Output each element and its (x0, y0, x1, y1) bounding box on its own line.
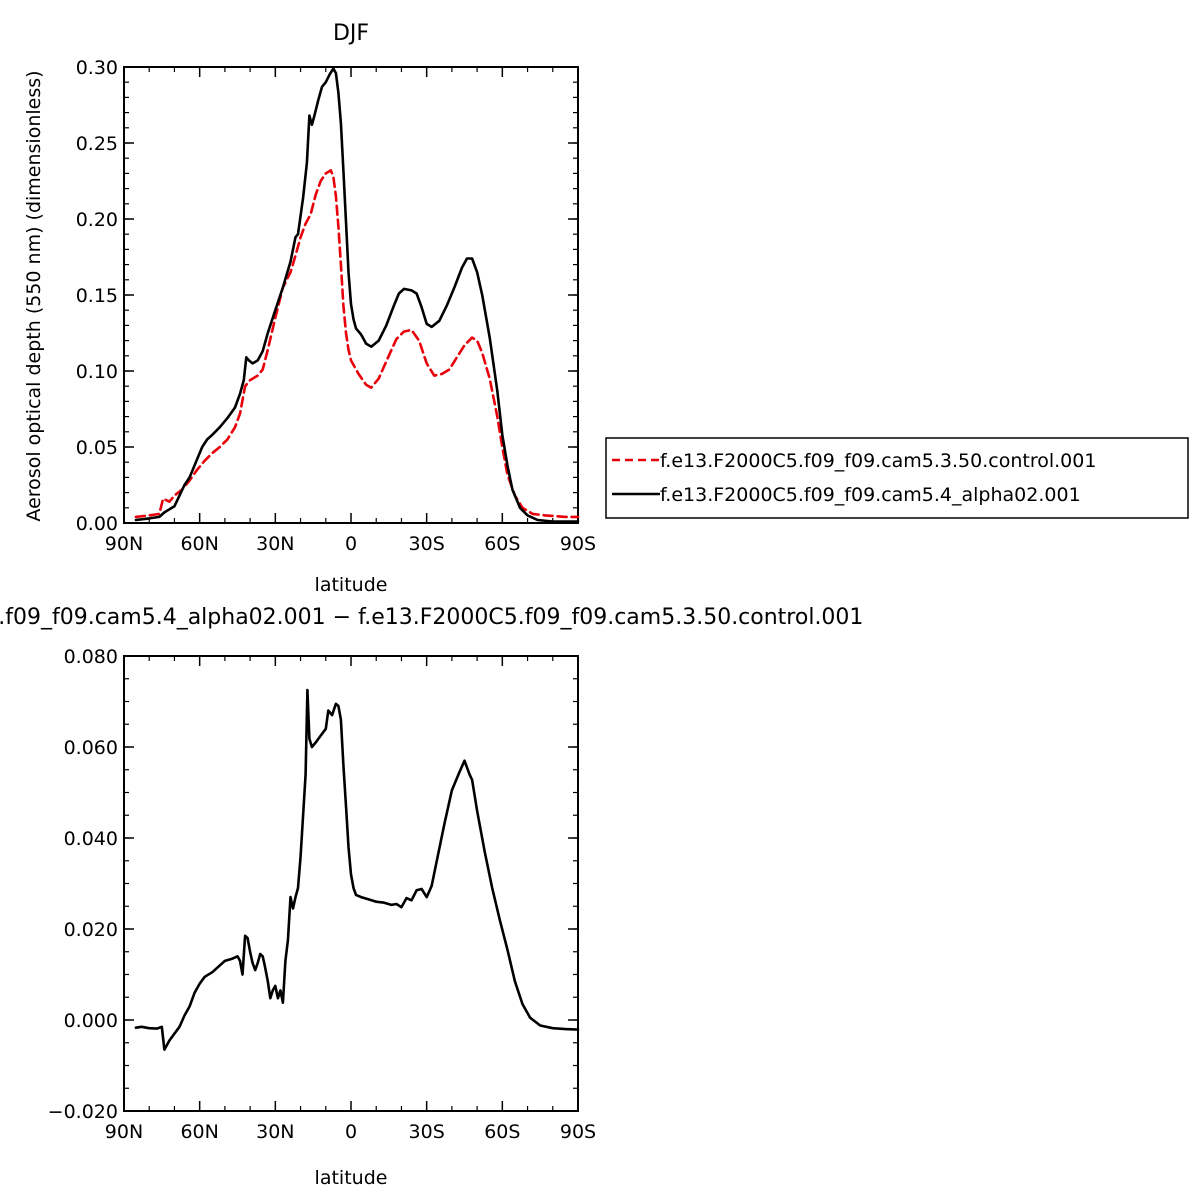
top-series-line-0 (134, 169, 580, 519)
bottom-x-tick-label: 60S (484, 1121, 520, 1143)
bottom-chart-axes: 90N 60N 30N 0 30S 60S 90S −0.020 0.000 0.020 0.040… (48, 646, 596, 1143)
bottom-x-tick-label: 90N (105, 1121, 143, 1143)
bottom-y-tick-label: 0.060 (64, 737, 118, 759)
top-x-tick-label: 60N (180, 533, 218, 555)
top-y-tick-label: 0.30 (76, 57, 118, 79)
top-series-line-1 (134, 67, 580, 523)
bottom-x-tick-label: 60N (180, 1121, 218, 1143)
bottom-y-tick-label: 0.020 (64, 919, 118, 941)
top-chart-axes: 90N 60N 30N 0 30S 60S 90S 0.00 0.05 0.10 0.15 0.20 0… (76, 57, 596, 555)
bottom-x-tick-label: 90S (560, 1121, 596, 1143)
top-x-tick-label: 60S (484, 533, 520, 555)
bottom-x-tick-label: 30N (256, 1121, 294, 1143)
bottom-y-tick-label: 0.080 (64, 646, 118, 668)
bottom-x-tick-label: 0 (345, 1121, 357, 1143)
legend-label-alpha02: f.e13.F2000C5.f09_f09.cam5.4_alpha02.001 (660, 484, 1081, 506)
top-chart: DJF 90N 60N 30N 0 30S 60S 90S 0.00 0.05 0.10 0.15 0… (23, 21, 596, 596)
legend-label-control: f.e13.F2000C5.f09_f09.cam5.3.50.control.… (660, 450, 1096, 472)
top-chart-x-axis-label: latitude (315, 574, 388, 596)
top-chart-title: DJF (333, 21, 369, 46)
legend-box (605, 437, 1189, 519)
bottom-plot-frame (123, 655, 579, 1112)
top-y-tick-label: 0.05 (76, 437, 118, 459)
bottom-y-tick-label: 0.000 (64, 1010, 118, 1032)
bottom-y-tick-label: −0.020 (48, 1101, 118, 1123)
bottom-chart-series (134, 688, 580, 1051)
top-x-tick-label: 30N (256, 533, 294, 555)
top-chart-series (134, 67, 580, 523)
bottom-y-tick-label: 0.040 (64, 828, 118, 850)
top-x-tick-label: 30S (409, 533, 445, 555)
bottom-series-line-0 (134, 688, 580, 1051)
top-x-tick-label: 90S (560, 533, 596, 555)
top-y-tick-label: 0.20 (76, 209, 118, 231)
top-y-tick-label: 0.25 (76, 133, 118, 155)
top-x-tick-label: 0 (345, 533, 357, 555)
top-x-tick-label: 90N (105, 533, 143, 555)
legend: f.e13.F2000C5.f09_f09.cam5.3.50.control.… (605, 437, 1189, 519)
top-y-tick-label: 0.15 (76, 285, 118, 307)
bottom-chart-x-axis-label: latitude (315, 1167, 388, 1189)
bottom-chart: f.e13.F2000C5.f09_f09.cam5.4_alpha02.001… (0, 605, 863, 1189)
top-y-tick-label: 0.10 (76, 361, 118, 383)
bottom-chart-title: f.e13.F2000C5.f09_f09.cam5.4_alpha02.001… (0, 605, 863, 630)
top-chart-y-axis-label: Aerosol optical depth (550 nm) (dimensio… (23, 70, 45, 521)
bottom-x-tick-label: 30S (409, 1121, 445, 1143)
top-y-tick-label: 0.00 (76, 513, 118, 535)
